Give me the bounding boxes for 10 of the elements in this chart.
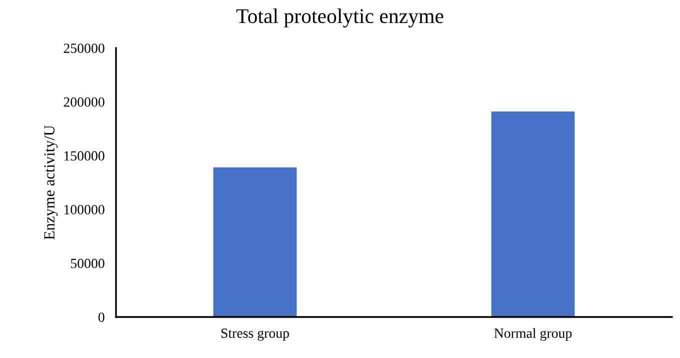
y-tick-label: 200000 bbox=[64, 97, 104, 107]
x-tick-label: Normal group bbox=[494, 328, 572, 341]
y-axis-title: Enzyme activity/U bbox=[44, 125, 58, 240]
chart-title: Total proteolytic enzyme bbox=[236, 8, 444, 28]
y-tick-label: 250000 bbox=[64, 44, 104, 53]
y-tick-label: 0 bbox=[98, 312, 104, 322]
y-tick-label: 150000 bbox=[64, 151, 104, 161]
y-tick-label: 100000 bbox=[64, 204, 104, 214]
x-tick-label: Stress group bbox=[221, 328, 289, 341]
y-tick-label: 50000 bbox=[70, 258, 104, 268]
